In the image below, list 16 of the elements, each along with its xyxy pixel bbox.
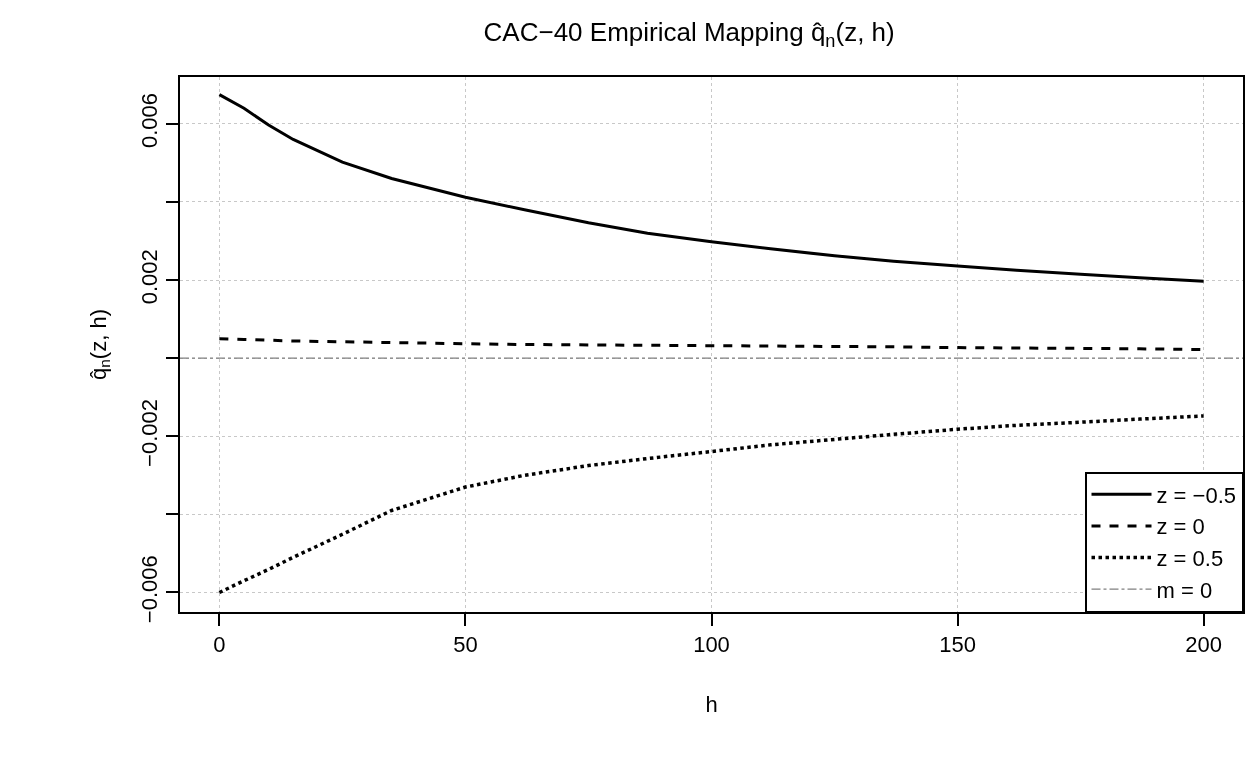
x-tick-label: 0	[213, 632, 226, 658]
x-tick-label: 200	[1185, 632, 1222, 658]
x-axis-title: h	[705, 691, 718, 717]
y-tick-label: 0.002	[137, 249, 163, 305]
y-tick-label: −0.002	[137, 399, 163, 467]
chart-title: CAC−40 Empirical Mapping q̂$_{n}$(z, h)	[483, 17, 895, 51]
x-tick-label: 150	[939, 632, 976, 658]
line-series	[217, 93, 1206, 283]
legend-label: z = −0.5	[1156, 482, 1237, 508]
y-tick-label: 0.006	[137, 93, 163, 149]
x-tick-label: 50	[453, 632, 478, 658]
legend-label: z = 0	[1156, 514, 1205, 540]
y-tick-label: −0.006	[137, 555, 163, 624]
legend-label: z = 0.5	[1156, 546, 1224, 572]
x-tick-label: 100	[693, 632, 730, 658]
legend-label: m = 0	[1156, 577, 1213, 603]
